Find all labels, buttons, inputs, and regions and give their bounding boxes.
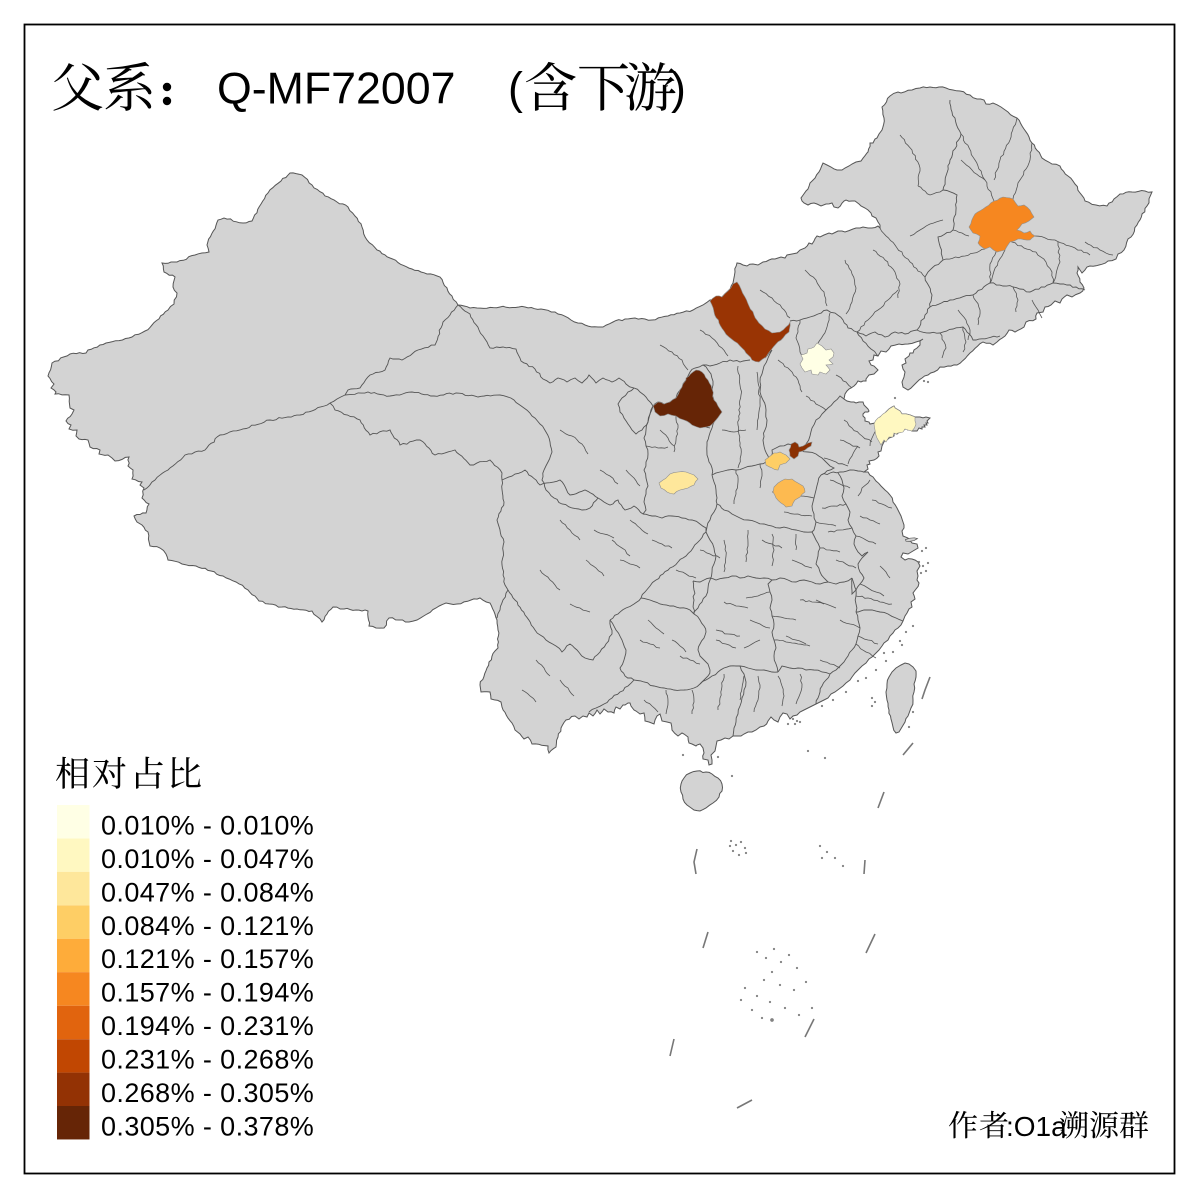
svg-text:0.010% - 0.047%: 0.010% - 0.047% bbox=[101, 844, 314, 874]
svg-text:0.231% - 0.268%: 0.231% - 0.268% bbox=[101, 1045, 314, 1075]
svg-text:0.047% - 0.084%: 0.047% - 0.084% bbox=[101, 877, 314, 907]
svg-text:0.010% - 0.010%: 0.010% - 0.010% bbox=[101, 810, 314, 840]
svg-text:0.084% - 0.121%: 0.084% - 0.121% bbox=[101, 911, 314, 941]
svg-text:0.194% - 0.231%: 0.194% - 0.231% bbox=[101, 1011, 314, 1041]
svg-text:0.305% - 0.378%: 0.305% - 0.378% bbox=[101, 1112, 314, 1142]
svg-text:0.121% - 0.157%: 0.121% - 0.157% bbox=[101, 944, 314, 974]
svg-text:): ) bbox=[671, 65, 686, 114]
svg-text:0.268% - 0.305%: 0.268% - 0.305% bbox=[101, 1078, 314, 1108]
svg-text:0.157% - 0.194%: 0.157% - 0.194% bbox=[101, 978, 314, 1008]
svg-text::O1a: :O1a bbox=[1006, 1111, 1067, 1142]
svg-text:Q-MF72007: Q-MF72007 bbox=[217, 65, 455, 114]
svg-text:(: ( bbox=[508, 65, 523, 114]
